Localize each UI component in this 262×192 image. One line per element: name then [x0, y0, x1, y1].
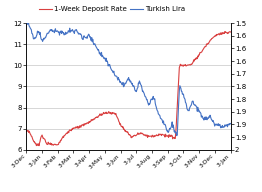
- 1-Week Deposit Rate: [173, 136, 176, 138]
- 1-Week Deposit Rate: [229, 31, 232, 33]
- Line: Turkish Lira: Turkish Lira: [26, 22, 231, 136]
- Turkish Lira: [154, 102, 157, 105]
- Turkish Lira: [229, 122, 232, 125]
- Turkish Lira: [25, 22, 28, 24]
- Turkish Lira: [50, 29, 53, 32]
- Turkish Lira: [174, 132, 177, 134]
- Turkish Lira: [92, 42, 95, 44]
- 1-Week Deposit Rate: [25, 130, 28, 132]
- 1-Week Deposit Rate: [92, 118, 95, 120]
- 1-Week Deposit Rate: [174, 137, 177, 140]
- Legend: 1-Week Deposit Rate, Turkish Lira: 1-Week Deposit Rate, Turkish Lira: [36, 4, 188, 15]
- Turkish Lira: [173, 131, 176, 133]
- 1-Week Deposit Rate: [223, 30, 226, 33]
- Turkish Lira: [175, 135, 178, 137]
- Turkish Lira: [106, 61, 109, 64]
- Turkish Lira: [27, 21, 30, 23]
- 1-Week Deposit Rate: [154, 135, 157, 137]
- Line: 1-Week Deposit Rate: 1-Week Deposit Rate: [26, 31, 231, 146]
- 1-Week Deposit Rate: [37, 145, 41, 147]
- 1-Week Deposit Rate: [106, 112, 109, 114]
- 1-Week Deposit Rate: [50, 142, 53, 145]
